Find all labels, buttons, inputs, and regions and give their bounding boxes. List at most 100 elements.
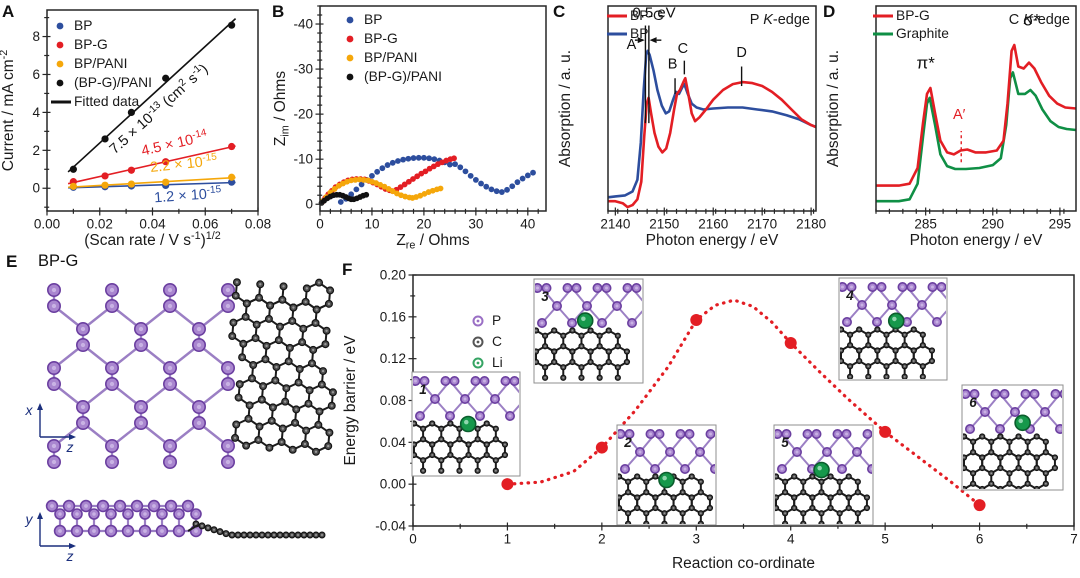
reaction-inset-5: 5 xyxy=(773,424,874,526)
svg-text:1: 1 xyxy=(504,532,512,547)
svg-text:C: C xyxy=(678,41,688,57)
svg-text:Current / mA cm-2: Current / mA cm-2 xyxy=(0,50,17,172)
svg-text:Graphite: Graphite xyxy=(896,26,949,41)
energy-point xyxy=(690,313,703,326)
svg-text:2: 2 xyxy=(598,532,606,547)
energy-point xyxy=(501,478,514,491)
svg-text:Li: Li xyxy=(492,355,503,370)
energy-point xyxy=(973,499,986,512)
svg-text:(Scan rate / V s-1)1/2: (Scan rate / V s-1)1/2 xyxy=(84,230,221,249)
reaction-inset-6: 6 xyxy=(961,384,1064,491)
legend: PC Li xyxy=(472,313,503,370)
svg-text:0.00: 0.00 xyxy=(34,217,60,232)
svg-text:π*: π* xyxy=(916,53,935,72)
svg-text:B: B xyxy=(668,56,678,72)
svg-text:0.16: 0.16 xyxy=(380,309,406,324)
svg-text:Photon energy / eV: Photon energy / eV xyxy=(646,232,779,249)
svg-text:(BP-G)/PANI: (BP-G)/PANI xyxy=(364,69,442,84)
svg-text:0: 0 xyxy=(32,181,40,196)
legend: BP BP-G BP/PANI (BP-G)/PANI Fitted data xyxy=(51,18,152,109)
svg-text:Absorption / a. u.: Absorption / a. u. xyxy=(557,50,574,167)
svg-text:0: 0 xyxy=(305,197,313,212)
panel-label-c: C xyxy=(553,2,566,21)
reaction-inset-3: 3 xyxy=(533,278,644,384)
svg-text:BP/PANI: BP/PANI xyxy=(74,56,127,71)
svg-text:BP-G: BP-G xyxy=(364,31,398,46)
panel-f-chart: 0 1 2 3 4 5 6 7 -0.04 0.00 0.04 0.08 0.12 0.16 0.20 Rea… xyxy=(342,268,1078,573)
svg-text:2140: 2140 xyxy=(600,217,630,232)
svg-text:A: A xyxy=(627,37,637,53)
svg-text:-10: -10 xyxy=(293,152,313,167)
panel-e-structure: xz yz xyxy=(25,278,337,564)
svg-text:2: 2 xyxy=(623,435,632,450)
svg-text:40: 40 xyxy=(520,217,535,232)
energy-point xyxy=(784,336,797,349)
svg-text:30: 30 xyxy=(468,217,483,232)
svg-text:C: C xyxy=(492,334,502,349)
svg-text:4: 4 xyxy=(845,288,854,303)
svg-text:290: 290 xyxy=(982,217,1005,232)
annotations: π* σ* A′ xyxy=(916,11,1041,163)
axes-top-view: xz xyxy=(25,402,76,455)
svg-text:BP-G: BP-G xyxy=(74,37,108,52)
svg-text:0.04: 0.04 xyxy=(139,217,166,232)
svg-text:σ*: σ* xyxy=(1023,11,1040,30)
svg-text:0: 0 xyxy=(316,217,324,232)
axes: 2140 2150 2160 2170 2180 xyxy=(600,5,826,232)
svg-text:20: 20 xyxy=(416,217,431,232)
axes-side-view: yz xyxy=(25,511,76,564)
svg-text:7: 7 xyxy=(1070,532,1078,547)
svg-text:6: 6 xyxy=(976,532,984,547)
svg-text:BP: BP xyxy=(364,12,382,27)
legend: BP-G Graphite xyxy=(873,8,949,41)
svg-text:Zim / Ohms: Zim / Ohms xyxy=(272,71,292,146)
svg-text:3: 3 xyxy=(541,289,549,304)
svg-text:2150: 2150 xyxy=(649,217,679,232)
svg-text:0.08: 0.08 xyxy=(245,217,271,232)
panel-label-a: A xyxy=(2,2,15,21)
bp-g-structure: xz yz xyxy=(25,278,337,564)
svg-text:295: 295 xyxy=(1049,217,1072,232)
panel-c-chart: 2140 2150 2160 2170 2180 Photon energy / eV Ab… xyxy=(557,5,826,249)
panel-label-b: B xyxy=(272,2,285,21)
legend: BP BP-G BP/PANI (BP-G)/PANI xyxy=(346,12,442,84)
svg-text:2.2 × 10-15: 2.2 × 10-15 xyxy=(149,152,218,176)
energy-curve xyxy=(505,298,982,507)
series xyxy=(318,154,536,206)
svg-text:BP-G: BP-G xyxy=(896,8,930,23)
svg-text:0.06: 0.06 xyxy=(192,217,218,232)
svg-text:0.00: 0.00 xyxy=(380,477,406,492)
panel-d-chart: 285 290 295 Photon energy / eV Absorption / … xyxy=(825,5,1077,249)
svg-text:BP-G: BP-G xyxy=(630,8,664,23)
series xyxy=(876,43,1077,203)
svg-text:Photon energy / eV: Photon energy / eV xyxy=(910,232,1043,249)
reaction-inset-2: 2 xyxy=(616,424,717,526)
annotations: 0.5 eV A BC D xyxy=(627,5,747,124)
legend: BP-G BP xyxy=(607,8,664,41)
axes: 0.00 0.02 0.04 0.06 0.08 0 2 4 6 8 xyxy=(32,9,271,232)
svg-text:D: D xyxy=(736,45,746,61)
svg-text:(BP-G)/PANI: (BP-G)/PANI xyxy=(74,75,152,90)
reaction-inset-4: 4 xyxy=(838,277,948,381)
svg-text:Energy barrier / eV: Energy barrier / eV xyxy=(342,335,359,466)
svg-text:10: 10 xyxy=(364,217,379,232)
svg-text:1: 1 xyxy=(419,382,427,397)
svg-text:2160: 2160 xyxy=(698,217,728,232)
panel-label-d: D xyxy=(823,2,836,21)
svg-text:0.08: 0.08 xyxy=(380,393,406,408)
svg-text:5: 5 xyxy=(881,532,889,547)
svg-text:0.04: 0.04 xyxy=(380,435,407,450)
svg-text:2170: 2170 xyxy=(747,217,777,232)
panel-b-chart: 0 10 20 30 40 0 -10 -20 -30 -40 Zre / Ohms Zim / Oh… xyxy=(272,5,547,252)
svg-text:-40: -40 xyxy=(293,17,313,32)
energy-point xyxy=(595,441,608,454)
svg-text:Zre / Ohms: Zre / Ohms xyxy=(396,232,470,252)
svg-text:0.02: 0.02 xyxy=(87,217,113,232)
svg-text:BP: BP xyxy=(630,26,648,41)
svg-text:2: 2 xyxy=(32,143,40,158)
reaction-inset-1: 1 xyxy=(411,371,521,477)
svg-text:z: z xyxy=(66,439,74,455)
series xyxy=(607,49,817,209)
svg-text:0.5 eV: 0.5 eV xyxy=(632,5,675,22)
